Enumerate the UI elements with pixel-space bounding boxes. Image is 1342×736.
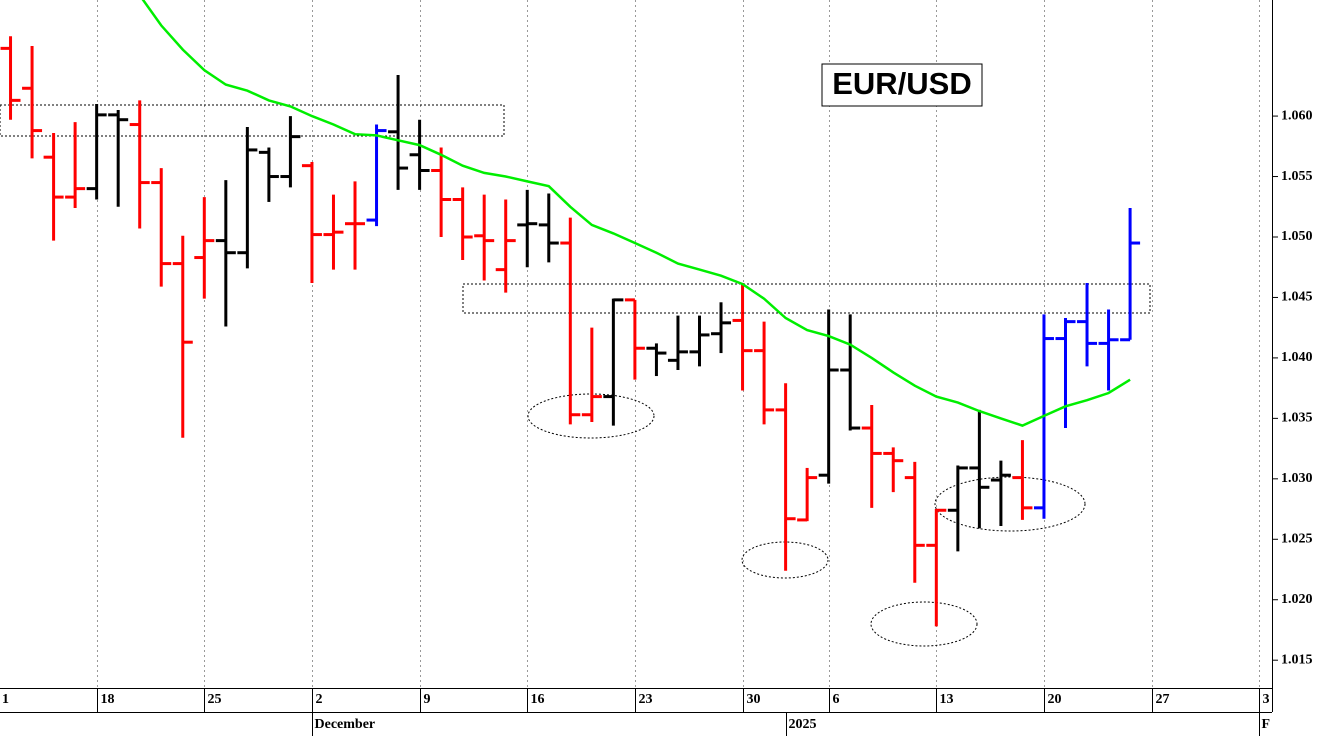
y-tick-label: 1.030 xyxy=(1281,471,1313,486)
x-group-label: 2025 xyxy=(789,717,817,732)
x-tick-label: 9 xyxy=(424,692,431,707)
y-tick-label: 1.060 xyxy=(1281,108,1313,123)
x-tick-label: 20 xyxy=(1048,692,1062,707)
ellipse-marker xyxy=(870,601,978,647)
x-group-label: December xyxy=(315,717,376,732)
x-tick-label: 30 xyxy=(747,692,761,707)
x-tick-label: 25 xyxy=(208,692,222,707)
moving-average-line xyxy=(141,0,1131,427)
x-tick-label: 18 xyxy=(101,692,115,707)
x-tick-label: 16 xyxy=(531,692,545,707)
y-tick-label: 1.015 xyxy=(1281,652,1313,667)
x-tick-label: 1 xyxy=(2,692,9,707)
zone-box xyxy=(0,104,505,137)
x-group-label: F xyxy=(1262,717,1271,732)
y-tick-label: 1.020 xyxy=(1281,592,1313,607)
zone-box xyxy=(462,283,1151,314)
x-tick-label: 6 xyxy=(833,692,840,707)
x-tick-label: 23 xyxy=(639,692,653,707)
x-tick-label: 13 xyxy=(940,692,954,707)
x-tick-label: 3 xyxy=(1263,692,1270,707)
y-tick-label: 1.040 xyxy=(1281,350,1313,365)
ellipse-marker xyxy=(527,393,655,439)
title-box xyxy=(821,63,983,107)
y-tick-label: 1.050 xyxy=(1281,229,1313,244)
y-tick-label: 1.035 xyxy=(1281,411,1313,426)
y-tick-label: 1.045 xyxy=(1281,290,1313,305)
y-tick-label: 1.025 xyxy=(1281,531,1313,546)
labels: 1.015 1.020 1.025 1.030 1.035 1.040 1.045 1.050… xyxy=(2,108,1313,736)
chart-title: EUR/USD xyxy=(832,66,972,101)
x-tick-label: 27 xyxy=(1156,692,1170,707)
x-tick-label: 2 xyxy=(316,692,323,707)
plot xyxy=(0,0,1141,627)
ellipse-marker xyxy=(934,476,1086,532)
y-tick-label: 1.055 xyxy=(1281,169,1313,184)
